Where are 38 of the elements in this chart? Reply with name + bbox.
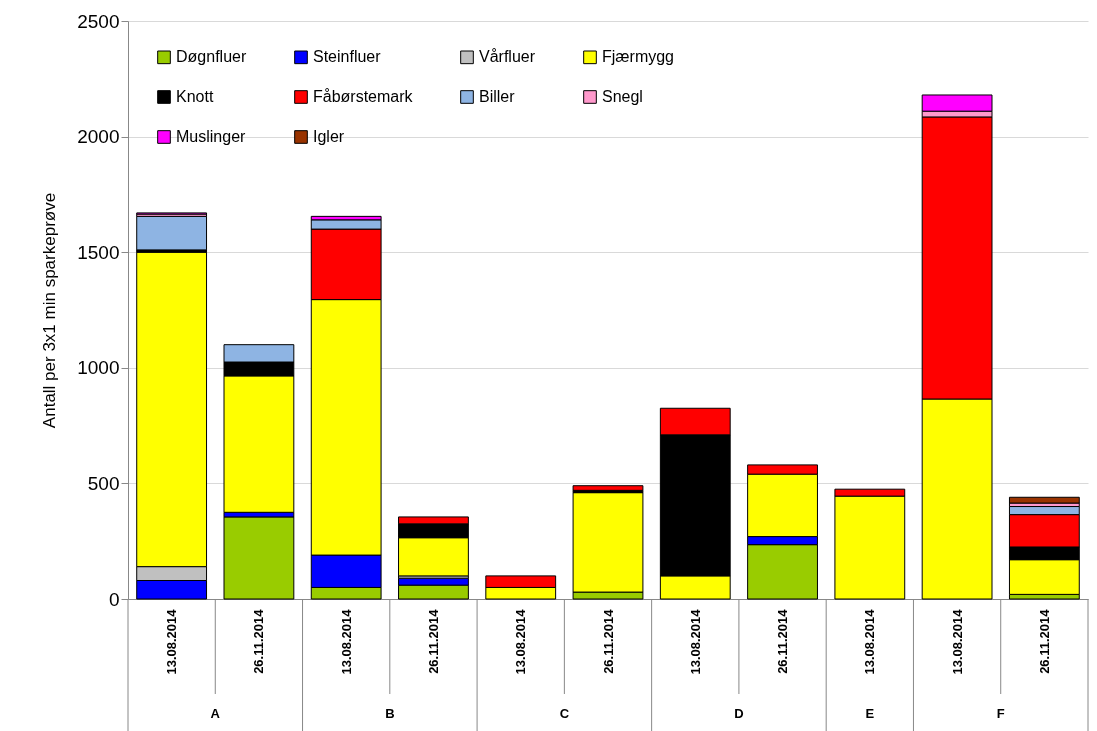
y-tick-label: 1500 (77, 241, 120, 263)
legend-label: Muslinger (176, 128, 247, 145)
text: E (865, 706, 875, 721)
x-tick-label: 13.08.2014 (687, 608, 703, 675)
legend-label: Døgnfluer (176, 48, 247, 66)
x-tick-label: 13.08.2014 (862, 608, 878, 675)
legend-label: Fåbørstemark (313, 88, 414, 105)
y-tick-label: 1000 (77, 357, 120, 379)
y-tick-label: 500 (87, 472, 120, 494)
x-tick-label: 26.11.2014 (600, 608, 616, 674)
legend-label: Steinfluer (313, 48, 382, 66)
x-tick-label: 26.11.2014 (251, 608, 267, 674)
text: C (559, 706, 570, 721)
bar (136, 215, 208, 251)
x-tick-label: 26.11.2014 (425, 608, 441, 674)
bar (572, 485, 644, 491)
text: A (210, 706, 221, 721)
y-tick-label: 2000 (77, 126, 120, 148)
x-tick-label: 26.11.2014 (1036, 608, 1052, 674)
bar (1008, 496, 1080, 504)
legend-label: Biller (479, 88, 516, 105)
legend-label: Knott (176, 88, 214, 105)
legend-label: Snegl (602, 88, 643, 105)
x-tick-label: 13.08.2014 (338, 608, 354, 675)
y-tick-label: 0 (108, 588, 120, 610)
bar (223, 516, 295, 600)
x-tick-label: 13.08.2014 (949, 608, 965, 675)
legend-label: Fjærmygg (602, 48, 675, 66)
x-tick-label: 13.08.2014 (513, 608, 529, 675)
x-tick-label: 26.11.2014 (775, 608, 791, 674)
legend-label: Igler (313, 128, 345, 145)
legend-label: Vårfluer (479, 48, 536, 66)
y-axis-title: Antall per 3x1 min sparkeprøve (40, 192, 60, 429)
y-tick-label: 2500 (77, 10, 120, 32)
text: D (734, 706, 744, 721)
text: B (385, 706, 395, 721)
text: F (996, 706, 1005, 721)
x-tick-label: 13.08.2014 (164, 608, 180, 675)
